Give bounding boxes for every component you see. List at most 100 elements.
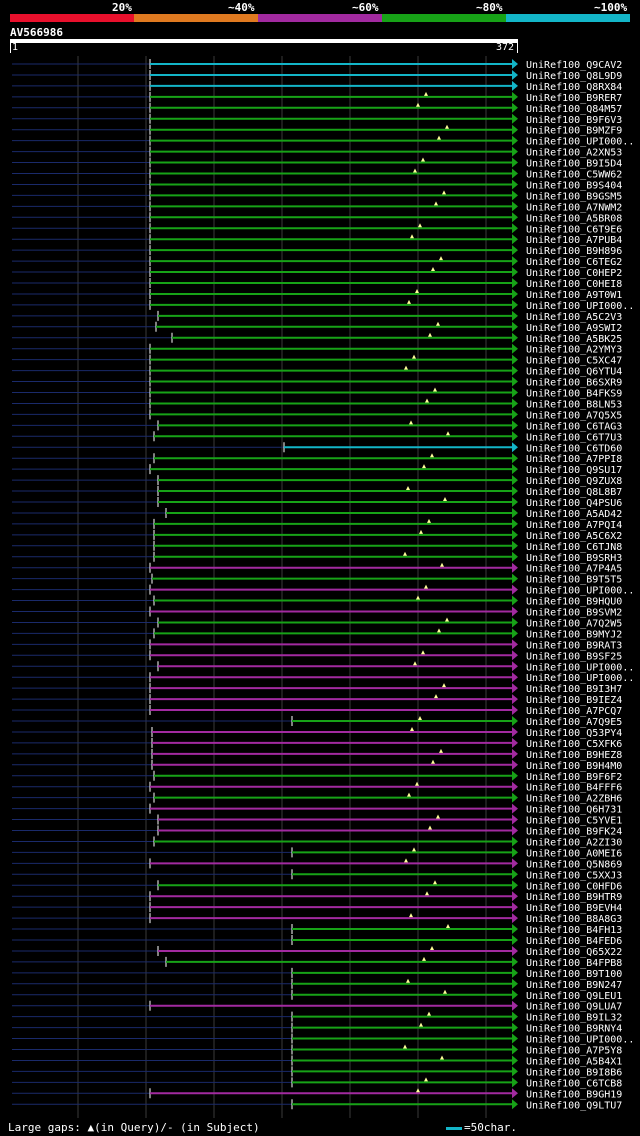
hit-label[interactable]: UniRef100_UPI000.. bbox=[526, 586, 634, 597]
hit-label[interactable]: UniRef100_Q9LTU7 bbox=[526, 1100, 622, 1111]
hit-arrow-icon bbox=[512, 113, 518, 124]
hit-label[interactable]: UniRef100_UPI000.. bbox=[526, 1035, 634, 1046]
hit-label[interactable]: UniRef100_B4FPB8 bbox=[526, 958, 622, 969]
hit-label[interactable]: UniRef100_B9RNY4 bbox=[526, 1024, 622, 1035]
hit-label[interactable]: UniRef100_C0HEP2 bbox=[526, 268, 622, 279]
hit-label[interactable]: UniRef100_C5WW62 bbox=[526, 170, 622, 181]
hit-label[interactable]: UniRef100_A7NWM2 bbox=[526, 202, 622, 213]
hit-label[interactable]: UniRef100_A7P5Y8 bbox=[526, 1046, 622, 1057]
hit-label[interactable]: UniRef100_B9I8B6 bbox=[526, 1067, 622, 1078]
hit-label[interactable]: UniRef100_A5C6X2 bbox=[526, 531, 622, 542]
hit-label[interactable]: UniRef100_A7PQI4 bbox=[526, 520, 622, 531]
hit-arrow-icon bbox=[512, 179, 518, 190]
hit-label[interactable]: UniRef100_A5BR08 bbox=[526, 213, 622, 224]
hit-label[interactable]: UniRef100_B4FKS9 bbox=[526, 389, 622, 400]
hit-label[interactable]: UniRef100_B9H4M0 bbox=[526, 761, 622, 772]
hit-label[interactable]: UniRef100_A9SWI2 bbox=[526, 323, 622, 334]
hit-label[interactable]: UniRef100_B9S404 bbox=[526, 180, 622, 191]
hit-label[interactable]: UniRef100_B9T5T5 bbox=[526, 575, 622, 586]
hit-label[interactable]: UniRef100_UPI000.. bbox=[526, 301, 634, 312]
gap-marker-icon bbox=[422, 956, 426, 961]
hit-label[interactable]: UniRef100_B9HEZ8 bbox=[526, 750, 622, 761]
hit-label[interactable]: UniRef100_Q9LEU1 bbox=[526, 991, 622, 1002]
hit-label[interactable]: UniRef100_Q9SU17 bbox=[526, 465, 622, 476]
hit-label[interactable]: UniRef100_B9H896 bbox=[526, 246, 622, 257]
hit-label[interactable]: UniRef100_A2ZI30 bbox=[526, 837, 622, 848]
gap-marker-icon bbox=[440, 1055, 444, 1060]
hit-label[interactable]: UniRef100_B9SRH3 bbox=[526, 553, 622, 564]
hit-label[interactable]: UniRef100_B8A8G3 bbox=[526, 914, 622, 925]
hit-label[interactable]: UniRef100_B9IL32 bbox=[526, 1013, 622, 1024]
hit-label[interactable]: UniRef100_B8LN53 bbox=[526, 399, 622, 410]
hit-label[interactable]: UniRef100_UPI000.. bbox=[526, 662, 634, 673]
hit-label[interactable]: UniRef100_A5BK25 bbox=[526, 334, 622, 345]
hit-label[interactable]: UniRef100_A7Q5X5 bbox=[526, 410, 622, 421]
hit-label[interactable]: UniRef100_UPI000.. bbox=[526, 673, 634, 684]
hit-label[interactable]: UniRef100_B9N247 bbox=[526, 980, 622, 991]
hit-label[interactable]: UniRef100_A7PPI8 bbox=[526, 454, 622, 465]
hit-label[interactable]: UniRef100_C6TAG3 bbox=[526, 421, 622, 432]
hit-label[interactable]: UniRef100_A7PUB4 bbox=[526, 235, 622, 246]
hit-label[interactable]: UniRef100_A9T0W1 bbox=[526, 290, 622, 301]
hit-label[interactable]: UniRef100_B9FK24 bbox=[526, 827, 622, 838]
hit-label[interactable]: UniRef100_C5XFK6 bbox=[526, 739, 622, 750]
hit-label[interactable]: UniRef100_B9I3H7 bbox=[526, 684, 622, 695]
hit-label[interactable]: UniRef100_B9RAT3 bbox=[526, 640, 622, 651]
hit-label[interactable]: UniRef100_Q65X22 bbox=[526, 947, 622, 958]
hit-label[interactable]: UniRef100_B9F6F2 bbox=[526, 772, 622, 783]
hit-label[interactable]: UniRef100_A0MEI6 bbox=[526, 848, 622, 859]
hit-label[interactable]: UniRef100_B9RER7 bbox=[526, 93, 622, 104]
hit-label[interactable]: UniRef100_B9GSM5 bbox=[526, 191, 622, 202]
hit-label[interactable]: UniRef100_B9IEZ4 bbox=[526, 695, 622, 706]
hit-label[interactable]: UniRef100_B4FED6 bbox=[526, 936, 622, 947]
hit-label[interactable]: UniRef100_B4FFF6 bbox=[526, 783, 622, 794]
hit-label[interactable]: UniRef100_A2ZBH6 bbox=[526, 794, 622, 805]
hit-label[interactable]: UniRef100_A7Q2W5 bbox=[526, 618, 622, 629]
hit-label[interactable]: UniRef100_B9F6V3 bbox=[526, 115, 622, 126]
hit-label[interactable]: UniRef100_Q53PY4 bbox=[526, 728, 622, 739]
hit-label[interactable]: UniRef100_B9HTR9 bbox=[526, 892, 622, 903]
hit-label[interactable]: UniRef100_C5XXJ3 bbox=[526, 870, 622, 881]
hit-label[interactable]: UniRef100_Q8RX84 bbox=[526, 82, 622, 93]
hit-label[interactable]: UniRef100_C6TJN8 bbox=[526, 542, 622, 553]
hit-label[interactable]: UniRef100_C5YVE1 bbox=[526, 816, 622, 827]
hit-label[interactable]: UniRef100_B9T100 bbox=[526, 969, 622, 980]
hit-label[interactable]: UniRef100_C6T9E6 bbox=[526, 224, 622, 235]
hit-label[interactable]: UniRef100_A7Q9E5 bbox=[526, 717, 622, 728]
hit-label[interactable]: UniRef100_A5C2V3 bbox=[526, 312, 622, 323]
hit-label[interactable]: UniRef100_C0HFD6 bbox=[526, 881, 622, 892]
hit-label[interactable]: UniRef100_Q8L9D9 bbox=[526, 71, 622, 82]
hit-label[interactable]: UniRef100_Q4PSU6 bbox=[526, 498, 622, 509]
hit-label[interactable]: UniRef100_UPI000.. bbox=[526, 137, 634, 148]
hit-label[interactable]: UniRef100_Q6H731 bbox=[526, 805, 622, 816]
hit-label[interactable]: UniRef100_A2YMY3 bbox=[526, 345, 622, 356]
hit-label[interactable]: UniRef100_A5AD42 bbox=[526, 509, 622, 520]
hit-label[interactable]: UniRef100_B4FH13 bbox=[526, 925, 622, 936]
hit-label[interactable]: UniRef100_B9GH19 bbox=[526, 1089, 622, 1100]
hit-label[interactable]: UniRef100_C6TEG2 bbox=[526, 257, 622, 268]
hit-label[interactable]: UniRef100_C5XC47 bbox=[526, 356, 622, 367]
hit-label[interactable]: UniRef100_Q6YTU4 bbox=[526, 367, 622, 378]
hit-label[interactable]: UniRef100_Q9LUA7 bbox=[526, 1002, 622, 1013]
hit-label[interactable]: UniRef100_A5B4X1 bbox=[526, 1056, 622, 1067]
hit-label[interactable]: UniRef100_Q84M57 bbox=[526, 104, 622, 115]
hit-label[interactable]: UniRef100_Q5N869 bbox=[526, 859, 622, 870]
hit-label[interactable]: UniRef100_C6T7U3 bbox=[526, 432, 622, 443]
hit-label[interactable]: UniRef100_Q9ZUX8 bbox=[526, 476, 622, 487]
hit-label[interactable]: UniRef100_Q9CAV2 bbox=[526, 60, 622, 71]
hit-label[interactable]: UniRef100_C0HEI8 bbox=[526, 279, 622, 290]
hit-label[interactable]: UniRef100_B9EVH4 bbox=[526, 903, 622, 914]
hit-label[interactable]: UniRef100_A7PCQ7 bbox=[526, 706, 622, 717]
hit-label[interactable]: UniRef100_C6TD60 bbox=[526, 443, 622, 454]
hit-label[interactable]: UniRef100_B9SF25 bbox=[526, 651, 622, 662]
hit-label[interactable]: UniRef100_B9SVM2 bbox=[526, 608, 622, 619]
hit-label[interactable]: UniRef100_C6TCB8 bbox=[526, 1078, 622, 1089]
hit-label[interactable]: UniRef100_B9I5D4 bbox=[526, 159, 622, 170]
hit-label[interactable]: UniRef100_B6SXR9 bbox=[526, 378, 622, 389]
hit-label[interactable]: UniRef100_B9MYJ2 bbox=[526, 629, 622, 640]
hit-label[interactable]: UniRef100_A2XN53 bbox=[526, 148, 622, 159]
hit-label[interactable]: UniRef100_A7P4A5 bbox=[526, 564, 622, 575]
hit-label[interactable]: UniRef100_Q8L8B7 bbox=[526, 487, 622, 498]
hit-label[interactable]: UniRef100_B9MZF9 bbox=[526, 126, 622, 137]
hit-label[interactable]: UniRef100_B9HQU0 bbox=[526, 597, 622, 608]
